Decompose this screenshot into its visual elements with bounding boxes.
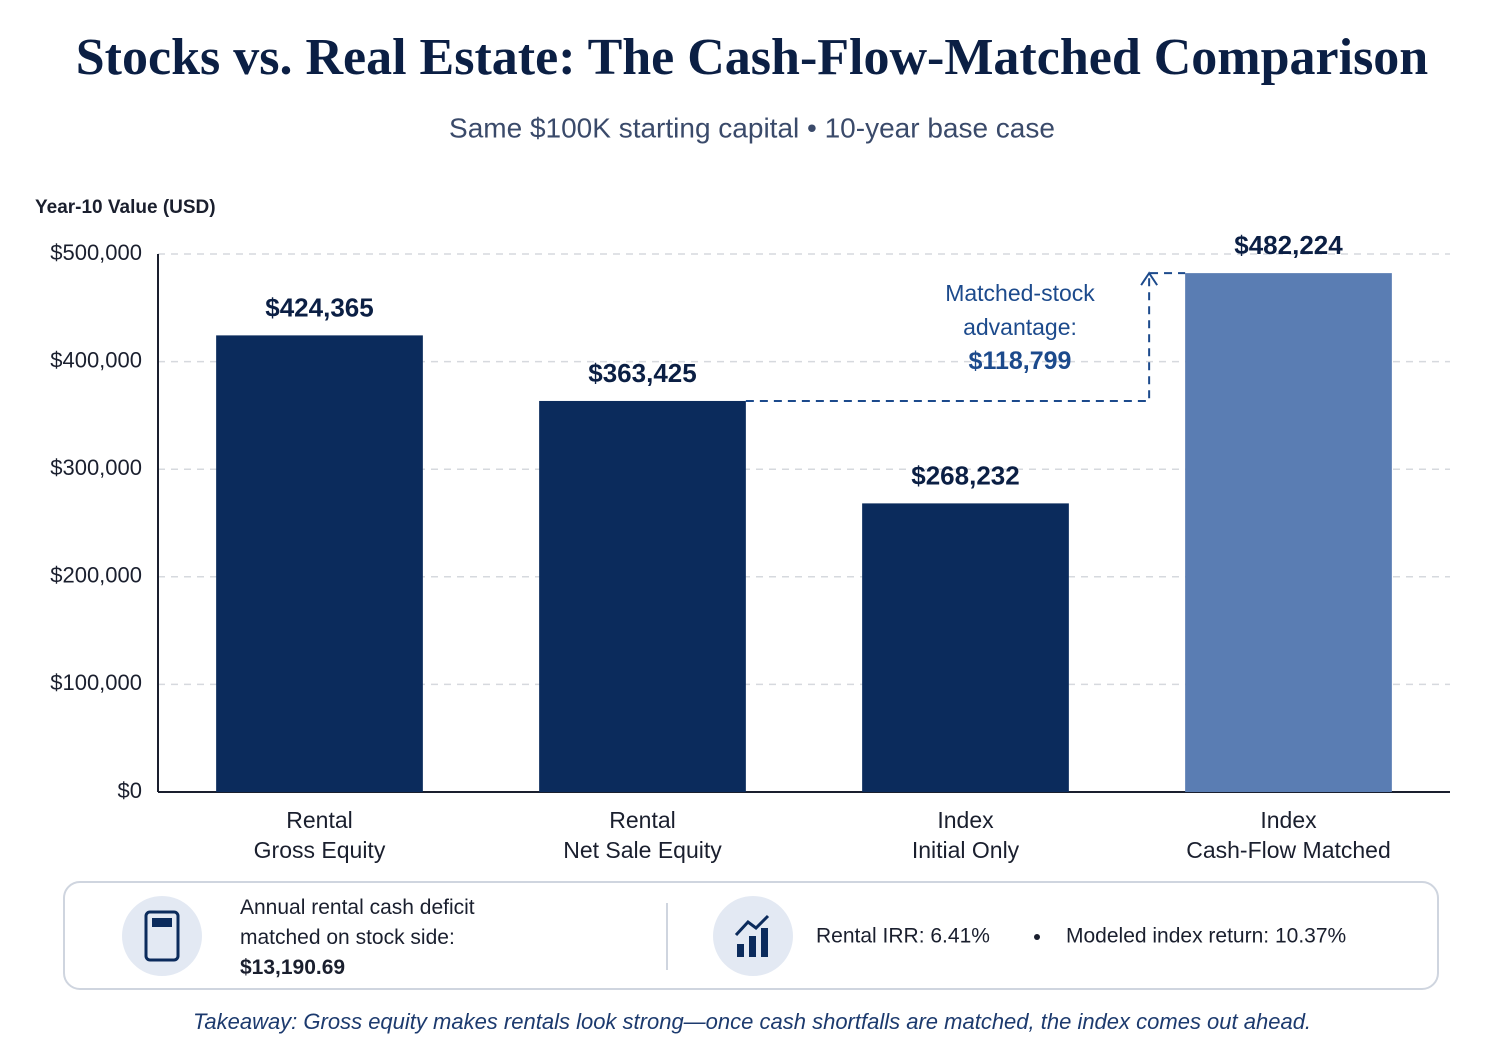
value-label: $268,232 — [911, 460, 1019, 490]
separator-dot — [1034, 934, 1040, 940]
annotation-value: $118,799 — [968, 347, 1072, 375]
value-label: $424,365 — [265, 292, 373, 322]
calculator-icon-bg — [122, 896, 202, 976]
y-tick-label: $400,000 — [50, 347, 142, 372]
y-tick-label: $100,000 — [50, 670, 142, 695]
y-tick-label: $200,000 — [50, 563, 142, 588]
bar — [216, 335, 423, 792]
chart-title: Stocks vs. Real Estate: The Cash-Flow-Ma… — [76, 29, 1429, 86]
annotation-text: Matched-stock advantage: — [945, 280, 1095, 340]
y-tick-label: $0 — [118, 778, 142, 803]
irr-text: Rental IRR: 6.41% — [816, 925, 990, 948]
value-label: $363,425 — [588, 358, 696, 388]
advantage-arrowhead — [1140, 271, 1158, 286]
value-label: $482,224 — [1234, 230, 1343, 260]
x-tick-label: Rental Net Sale Equity — [563, 807, 722, 863]
y-axis-label: Year-10 Value (USD) — [35, 197, 216, 218]
calculator-icon — [144, 910, 180, 962]
y-tick-label: $300,000 — [50, 455, 142, 480]
index-return-text: Modeled index return: 10.37% — [1066, 925, 1346, 948]
annotation: Matched-stock advantage: $118,799 — [925, 276, 1115, 378]
y-tick-label: $500,000 — [50, 240, 142, 265]
x-tick-label: Rental Gross Equity — [253, 807, 386, 863]
x-tick-label: Index Initial Only — [911, 807, 1020, 863]
info-left-text: Annual rental cash deficit matched on st… — [240, 896, 475, 949]
takeaway: Takeaway: Gross equity makes rentals loo… — [193, 1009, 1311, 1034]
chart-subtitle: Same $100K starting capital • 10-year ba… — [449, 112, 1055, 143]
bar — [862, 503, 1069, 792]
advantage-bracket — [745, 272, 1186, 402]
bar — [539, 400, 746, 792]
growth-icon-line — [734, 914, 770, 937]
info-left: Annual rental cash deficit matched on st… — [240, 893, 540, 983]
x-tick-label: Index Cash-Flow Matched — [1186, 807, 1391, 863]
info-left-value: $13,190.69 — [240, 956, 346, 979]
bar — [1185, 273, 1392, 793]
calculator-screen — [152, 918, 172, 927]
growth-icon — [737, 928, 768, 957]
